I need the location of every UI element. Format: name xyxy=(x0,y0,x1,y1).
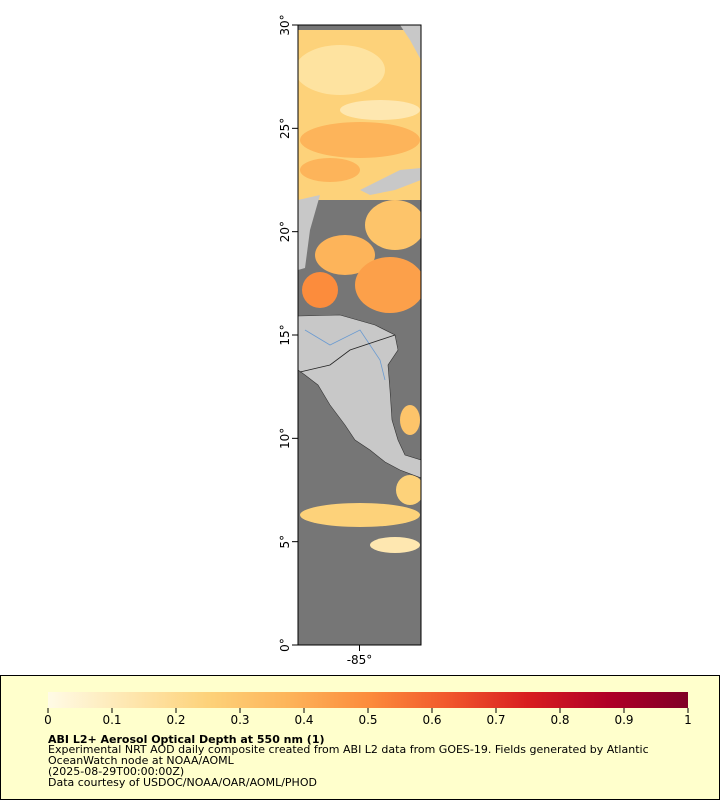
legend-line: Data courtesy of USDOC/NOAA/OAR/AOML/PHO… xyxy=(48,776,317,789)
map xyxy=(298,25,421,645)
colorbar-tick-label: 0.8 xyxy=(550,713,569,727)
aerosol xyxy=(300,158,360,182)
border xyxy=(299,334,396,373)
aerosol xyxy=(302,272,338,308)
y-tick-label: 25° xyxy=(278,118,292,139)
legend-title: ABI L2+ Aerosol Optical Depth at 550 nm … xyxy=(48,733,325,746)
colorbar-tick-label: 0.3 xyxy=(230,713,249,727)
y-tick-label: 0° xyxy=(278,638,292,652)
aerosol xyxy=(365,200,421,250)
aerosol xyxy=(400,405,420,435)
land xyxy=(298,195,320,270)
colorbar-tick-label: 0.5 xyxy=(358,713,377,727)
colorbar-tick-label: 1 xyxy=(684,713,692,727)
colorbar xyxy=(48,692,688,708)
colorbar-tick-label: 0.2 xyxy=(166,713,185,727)
colorbar-tick-label: 0.1 xyxy=(102,713,121,727)
colorbar-tick-label: 0 xyxy=(44,713,52,727)
land xyxy=(298,314,421,479)
aerosol xyxy=(298,45,385,95)
aerosol xyxy=(355,257,421,313)
x-tick-label: -85° xyxy=(347,653,373,667)
land xyxy=(400,25,421,60)
y-tick-label: 10° xyxy=(278,428,292,449)
colorbar-tick-label: 0.9 xyxy=(614,713,633,727)
colorbar-tick-label: 0.6 xyxy=(422,713,441,727)
colorbar-tick-label: 0.7 xyxy=(486,713,505,727)
legend-line: Experimental NRT AOD daily composite cre… xyxy=(48,743,649,756)
land xyxy=(360,168,421,195)
y-tick-label: 30° xyxy=(278,14,292,35)
y-tick-label: 20° xyxy=(278,221,292,242)
aerosol xyxy=(396,475,421,505)
legend-line: (2025-08-29T00:00:00Z) xyxy=(48,765,184,778)
aerosol xyxy=(315,235,375,275)
y-tick-label: 15° xyxy=(278,324,292,345)
aerosol xyxy=(300,122,420,158)
river xyxy=(304,329,386,381)
y-tick-label: 5° xyxy=(278,535,292,549)
legend-line: OceanWatch node at NOAA/AOML xyxy=(48,754,235,767)
aerosol xyxy=(340,100,420,120)
aerosol xyxy=(300,503,420,527)
aerosol xyxy=(370,537,420,553)
colorbar-tick-label: 0.4 xyxy=(294,713,313,727)
